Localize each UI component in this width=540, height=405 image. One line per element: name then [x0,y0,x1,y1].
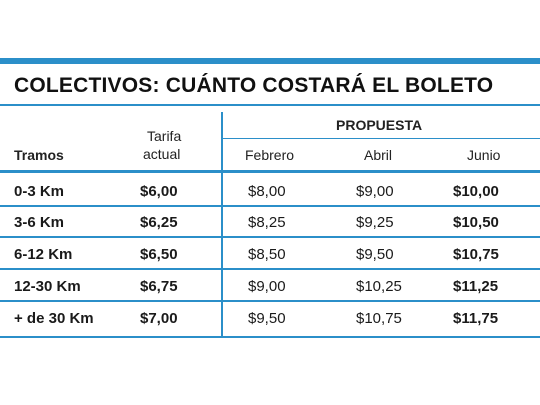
cell-junio: $10,75 [453,246,499,263]
cell-tramo: 3-6 Km [14,214,65,231]
cell-abril: $9,50 [356,246,394,263]
table-bottom-rule [0,336,540,338]
cell-actual: $6,75 [140,278,178,295]
cell-febrero: $8,00 [248,183,286,200]
header-propuesta: PROPUESTA [336,117,423,133]
column-divider [221,112,223,338]
header-tramos: Tramos [14,147,64,163]
propuesta-divider [223,138,540,139]
cell-junio: $11,25 [453,278,499,295]
cell-junio: $10,50 [453,214,499,231]
header-abril: Abril [364,147,393,163]
cell-febrero: $9,00 [248,278,286,295]
row-divider [0,236,540,238]
cell-tramo: 6-12 Km [14,246,73,263]
cell-abril: $10,75 [356,310,402,327]
cell-tramo: + de 30 Km [14,310,94,327]
header-junio: Junio [467,147,501,163]
row-divider [0,268,540,270]
cell-abril: $9,25 [356,214,394,231]
cell-junio: $11,75 [453,310,499,327]
header-febrero: Febrero [245,147,295,163]
cell-tramo: 0-3 Km [14,183,65,200]
cell-actual: $7,00 [140,310,178,327]
cell-junio: $10,00 [453,183,499,200]
cell-febrero: $8,25 [248,214,286,231]
cell-actual: $6,00 [140,183,178,200]
cell-abril: $9,00 [356,183,394,200]
header-tarifa-line2: actual [143,146,181,162]
cell-febrero: $8,50 [248,246,286,263]
cell-tramo: 12-30 Km [14,278,81,295]
cell-actual: $6,50 [140,246,178,263]
table-title: COLECTIVOS: CUÁNTO COSTARÁ EL BOLETO [14,74,494,97]
row-divider [0,205,540,207]
header-row-divider [0,170,540,173]
row-divider [0,300,540,302]
cell-febrero: $9,50 [248,310,286,327]
header-tarifa-line1: Tarifa [147,128,182,144]
title-divider [0,104,540,106]
top-accent-bar [0,58,540,64]
cell-abril: $10,25 [356,278,402,295]
cell-actual: $6,25 [140,214,178,231]
